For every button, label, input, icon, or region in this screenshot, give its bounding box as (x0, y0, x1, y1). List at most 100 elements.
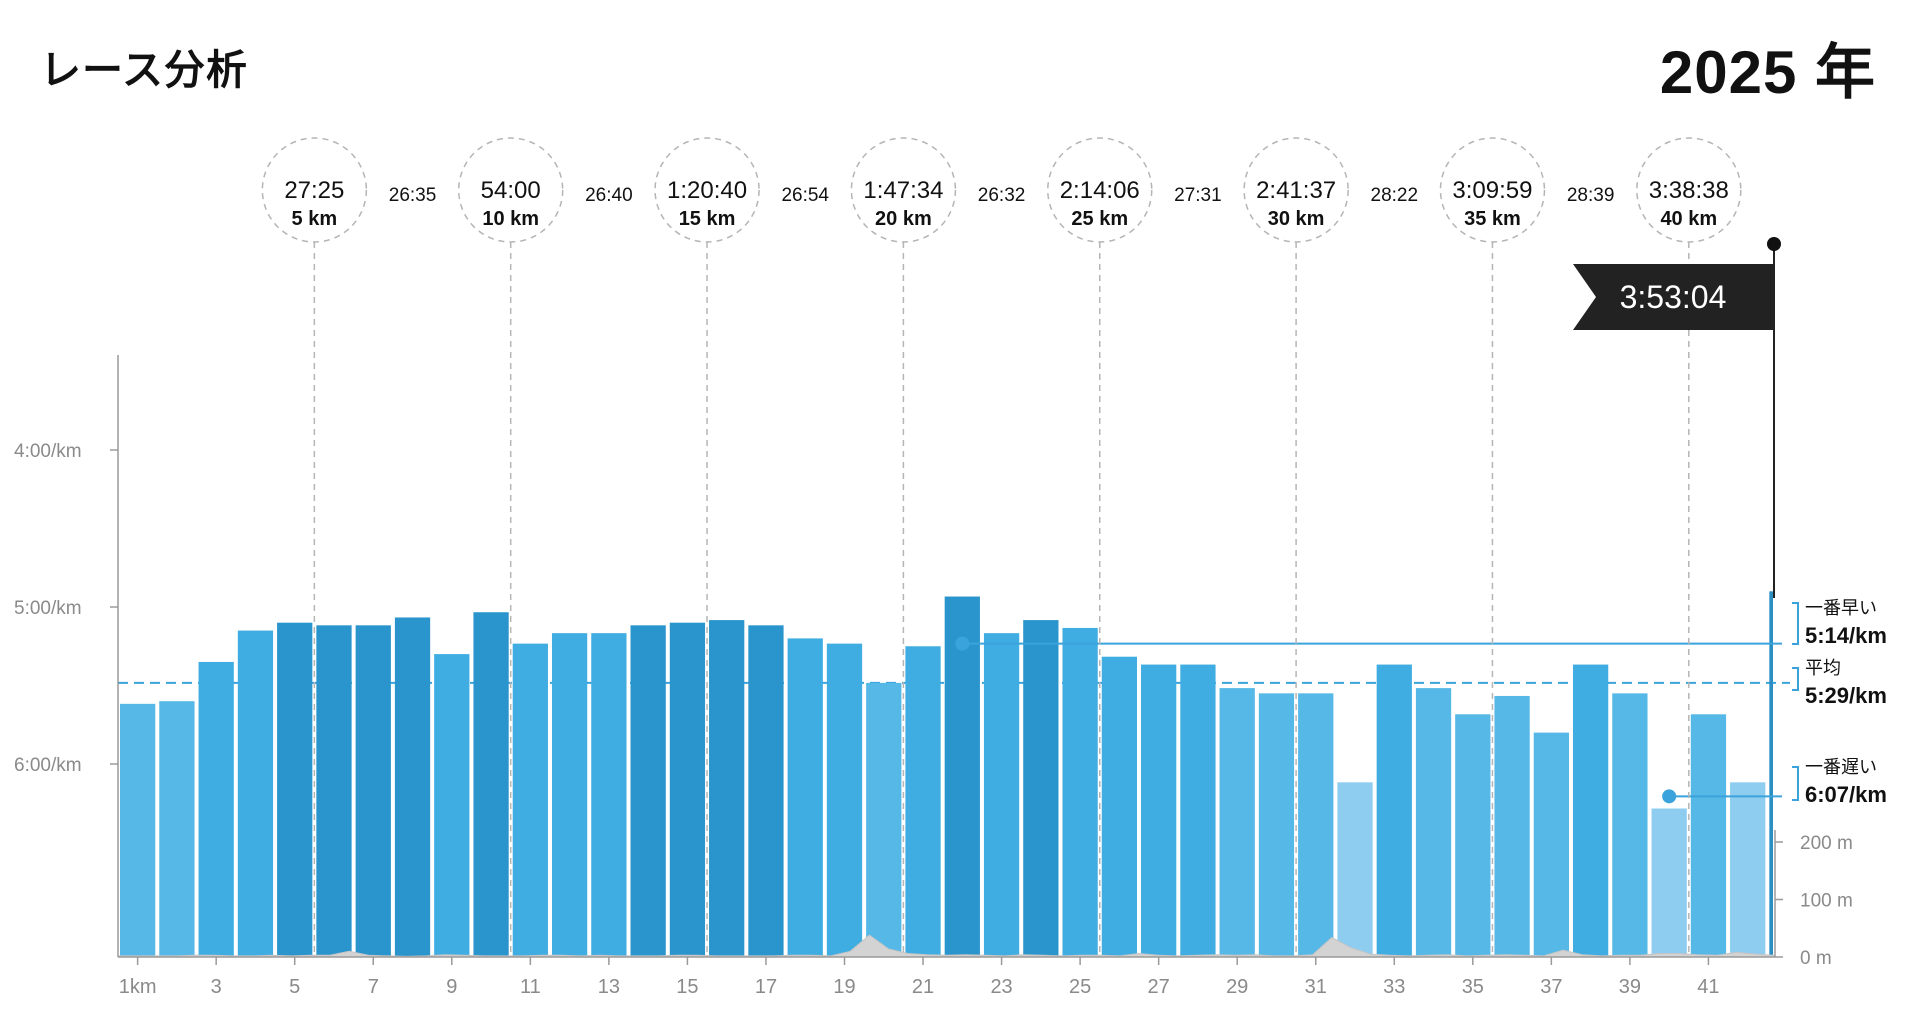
elevation-tick-label: 0 m (1800, 948, 1832, 969)
distance-tick-label: 11 (520, 976, 541, 998)
pace-bar-km-38 (1572, 664, 1609, 957)
pace-bar-km-40 (1651, 808, 1687, 957)
checkpoint-circle (1439, 137, 1546, 243)
pace-tick-label: 4:00/km (14, 441, 82, 462)
checkpoint-circle (1636, 137, 1742, 243)
pace-bar-km-19 (826, 643, 863, 957)
distance-tick-label: 27 (1148, 976, 1170, 998)
distance-tick-label: 15 (676, 976, 698, 998)
pace-bar-km-30 (1258, 693, 1295, 957)
distance-tick-label: 25 (1069, 976, 1091, 998)
checkpoint-time: 27:25 (284, 177, 344, 204)
checkpoint-time: 2:14:06 (1060, 177, 1140, 204)
pace-bar-km-15 (669, 622, 706, 957)
elevation-profile (117, 934, 1776, 958)
fastest-label: 一番早い (1805, 598, 1877, 618)
checkpoint-circle (457, 137, 564, 243)
pace-bar-km-33 (1376, 664, 1412, 957)
checkpoint-distance: 10 km (482, 208, 539, 230)
checkpoint-distance: 15 km (679, 208, 736, 230)
pace-bar-km-25 (1062, 627, 1098, 957)
pace-bar-km-43 (1769, 591, 1773, 957)
slowest-value: 6:07/km (1805, 782, 1887, 807)
finish-time: 3:53:04 (1620, 279, 1727, 315)
finish-flag (1573, 264, 1774, 330)
pace-bar-km-36 (1494, 695, 1530, 957)
pace-bar-km-37 (1533, 732, 1569, 957)
pace-bar-km-16 (709, 620, 745, 957)
pace-bar-km-32 (1337, 782, 1373, 957)
pace-bar-km-29 (1219, 688, 1255, 957)
distance-tick-label: 23 (990, 976, 1012, 998)
distance-tick-label: 13 (598, 976, 620, 998)
checkpoint-circle (261, 137, 368, 243)
checkpoint-time: 1:20:40 (667, 177, 747, 204)
slowest-bracket (1792, 766, 1799, 801)
segment-split-time: 28:22 (1371, 185, 1419, 206)
distance-tick-label: 19 (833, 976, 855, 998)
distance-tick-label: 29 (1226, 976, 1248, 998)
pace-bar-km-26 (1101, 656, 1138, 957)
pace-bar-km-42 (1730, 782, 1766, 957)
pace-bar-km-2 (159, 701, 195, 957)
checkpoint-distance: 20 km (875, 208, 932, 230)
checkpoint-distance: 5 km (292, 208, 338, 230)
slowest-label: 一番遅い (1805, 757, 1877, 777)
distance-tick-label: 1km (119, 976, 157, 998)
checkpoint-distance: 30 km (1268, 208, 1325, 230)
fastest-marker (955, 636, 970, 651)
pace-bar-km-20 (866, 682, 902, 957)
pace-bar-km-10 (473, 612, 509, 957)
pace-bar-km-34 (1415, 688, 1452, 957)
pace-tick-label: 5:00/km (14, 598, 82, 619)
pace-bar-km-39 (1612, 693, 1648, 957)
average-label: 平均 (1805, 658, 1841, 678)
pace-bar-km-24 (1023, 620, 1059, 957)
checkpoint-circle (1243, 137, 1349, 243)
pace-bar-km-1 (120, 703, 156, 957)
pace-bar-km-17 (748, 625, 784, 957)
checkpoint-circle (850, 137, 957, 243)
checkpoint-distance: 25 km (1071, 208, 1128, 230)
distance-tick-label: 9 (446, 976, 457, 998)
slowest-marker (1662, 789, 1677, 804)
pace-tick-label: 6:00/km (14, 755, 82, 776)
distance-tick-label: 37 (1540, 976, 1562, 998)
average-value: 5:29/km (1805, 683, 1887, 708)
checkpoint-time: 1:47:34 (863, 177, 943, 204)
pace-bar-km-35 (1455, 714, 1491, 957)
checkpoint-time: 3:09:59 (1452, 177, 1532, 204)
pace-bar-km-7 (355, 625, 391, 957)
pace-bar-km-3 (198, 661, 234, 957)
page-title: レース分析 (40, 47, 248, 93)
pace-bar-km-21 (905, 646, 941, 957)
pace-bar-km-23 (983, 633, 1020, 957)
segment-split-time: 26:54 (781, 185, 829, 206)
segment-split-time: 26:32 (978, 185, 1026, 206)
pace-bar-km-28 (1180, 664, 1216, 957)
average-bracket (1792, 667, 1799, 691)
distance-tick-label: 31 (1305, 976, 1327, 998)
distance-tick-label: 39 (1619, 976, 1641, 998)
checkpoint-time: 2:41:37 (1256, 177, 1336, 204)
checkpoint-time: 3:38:38 (1649, 177, 1729, 204)
pace-bar-km-14 (630, 625, 666, 957)
pace-bar-km-4 (237, 630, 274, 957)
checkpoint-time: 54:00 (481, 177, 541, 204)
distance-tick-label: 5 (289, 976, 300, 998)
finish-flag-knob (1767, 237, 1781, 251)
checkpoint-distance: 40 km (1660, 208, 1717, 230)
fastest-value: 5:14/km (1805, 623, 1887, 648)
pace-bar-km-8 (394, 617, 431, 957)
distance-tick-label: 35 (1462, 976, 1484, 998)
distance-tick-label: 33 (1383, 976, 1405, 998)
pace-bar-km-12 (551, 633, 588, 957)
pace-bar-km-41 (1690, 714, 1727, 957)
year-label: 2025 年 (1659, 39, 1876, 106)
pace-bar-km-22 (944, 596, 980, 957)
elevation-tick-label: 100 m (1800, 891, 1853, 912)
distance-tick-label: 7 (368, 976, 379, 998)
pace-bar-km-5 (277, 622, 313, 957)
